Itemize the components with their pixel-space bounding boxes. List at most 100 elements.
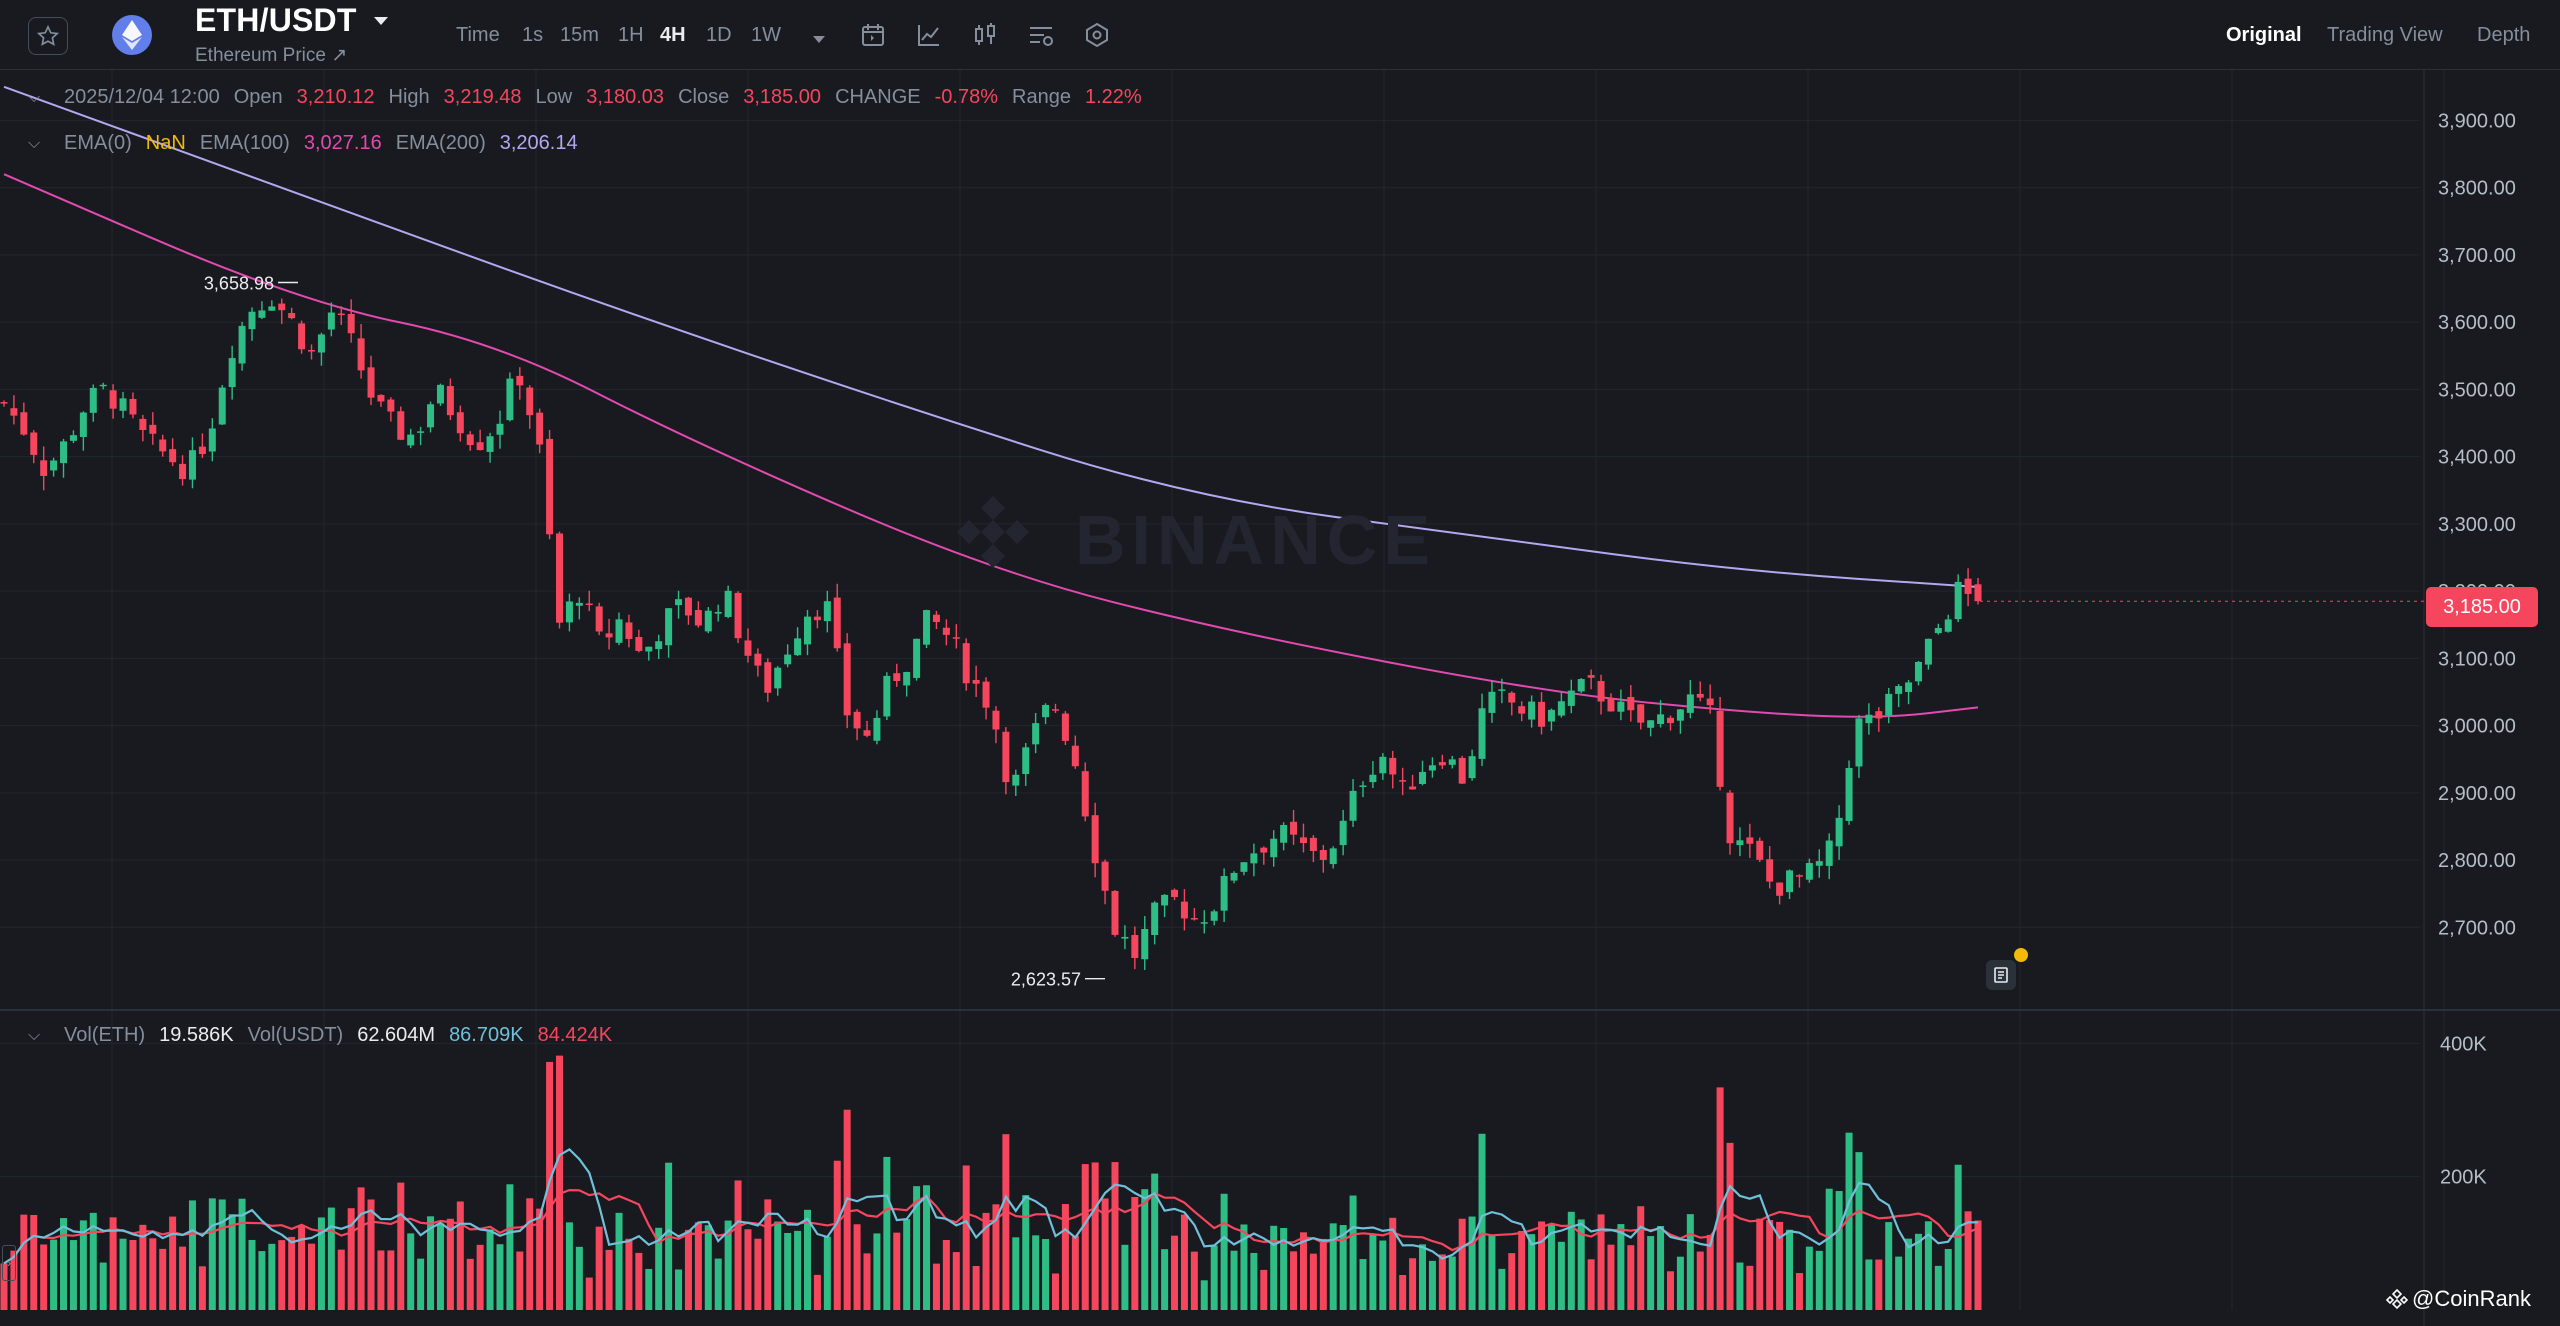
volume-bar bbox=[724, 1220, 732, 1310]
candle-icon[interactable] bbox=[970, 20, 1000, 50]
volume-bar bbox=[932, 1263, 940, 1310]
volume-bar bbox=[89, 1212, 97, 1310]
candle-body bbox=[1686, 694, 1694, 713]
tab-1h[interactable]: 1H bbox=[618, 24, 644, 46]
coinrank-brand: @CoinRank bbox=[2386, 1286, 2531, 1312]
candlestick-chart[interactable]: 2,700.00 2,800.00 2,900.00 3,000.00 3,100.00… bbox=[0, 70, 2560, 1326]
calendar-icon[interactable] bbox=[858, 20, 888, 50]
candle-body bbox=[1726, 792, 1734, 844]
candle-body bbox=[883, 675, 891, 717]
timeframe-dropdown-icon[interactable] bbox=[804, 24, 834, 54]
volume-bar bbox=[50, 1239, 58, 1310]
range-label: Range bbox=[1012, 86, 1071, 108]
volume-bar bbox=[823, 1236, 831, 1310]
vol-usdt-label: Vol(USDT) bbox=[247, 1024, 344, 1046]
chevron-down-icon[interactable]: ⌵ bbox=[28, 88, 41, 106]
chevron-down-icon[interactable]: ⌵ bbox=[28, 134, 41, 152]
candle-body bbox=[694, 610, 702, 626]
candle-body bbox=[1190, 918, 1198, 920]
candle-body bbox=[1379, 756, 1387, 774]
tab-1s[interactable]: 1s bbox=[522, 24, 544, 46]
candle-body bbox=[317, 334, 325, 353]
candle-body bbox=[1706, 698, 1714, 706]
candle-body bbox=[327, 312, 335, 330]
candle-body bbox=[1339, 820, 1347, 846]
candle-body bbox=[1547, 709, 1555, 722]
volume-bar bbox=[754, 1238, 762, 1310]
scroll-handle[interactable]: › bbox=[2, 1245, 16, 1281]
candle-body bbox=[1607, 698, 1615, 712]
candle-body bbox=[813, 616, 821, 621]
volume-bar bbox=[1666, 1271, 1674, 1310]
candle-body bbox=[1171, 889, 1179, 898]
tab-time[interactable]: Time bbox=[456, 24, 500, 46]
current-price-tag: 3,185.00 bbox=[2426, 587, 2538, 627]
candle-body bbox=[1131, 935, 1139, 958]
volume-bar bbox=[1349, 1195, 1357, 1310]
volume-bar bbox=[1786, 1229, 1794, 1310]
volume-bar bbox=[595, 1226, 603, 1310]
volume-bar bbox=[427, 1216, 435, 1310]
volume-bar bbox=[764, 1199, 772, 1310]
tab-depth[interactable]: Depth bbox=[2477, 24, 2531, 46]
tab-original[interactable]: Original bbox=[2226, 24, 2302, 46]
volume-bar bbox=[1468, 1216, 1476, 1310]
volume-bar bbox=[1855, 1152, 1863, 1310]
candle-body bbox=[1756, 840, 1764, 860]
volume-bar bbox=[1299, 1232, 1307, 1310]
pair-subtitle-link[interactable]: Ethereum Price ↗ bbox=[195, 45, 348, 66]
candle-body bbox=[1766, 859, 1774, 882]
candle-body bbox=[1845, 768, 1853, 821]
candle-body bbox=[1746, 837, 1754, 844]
candle-body bbox=[1240, 862, 1248, 872]
candle-body bbox=[913, 638, 921, 678]
candle-body bbox=[476, 442, 484, 451]
pair-title[interactable]: ETH/USDT bbox=[195, 2, 357, 38]
tab-4h[interactable]: 4H bbox=[660, 24, 686, 46]
chevron-down-icon[interactable]: ⌵ bbox=[28, 1026, 41, 1044]
settings-hex-icon[interactable] bbox=[1082, 20, 1112, 50]
candle-body bbox=[308, 349, 316, 352]
candle-body bbox=[516, 375, 524, 386]
volume-bar bbox=[1647, 1236, 1655, 1310]
volume-bar bbox=[1776, 1221, 1784, 1310]
candle-body bbox=[1458, 757, 1466, 784]
candle-body bbox=[823, 601, 831, 622]
candle-body bbox=[1557, 701, 1565, 716]
volume-ma-lines bbox=[3, 1148, 1979, 1265]
vol-eth-value: 19.586K bbox=[159, 1024, 234, 1046]
candle-body bbox=[1121, 936, 1129, 939]
candle-body bbox=[1825, 840, 1833, 866]
candle-body bbox=[218, 387, 226, 425]
candle-body bbox=[764, 662, 772, 693]
tab-1d[interactable]: 1D bbox=[706, 24, 732, 46]
volume-bar bbox=[992, 1204, 1000, 1310]
volume-bar bbox=[496, 1244, 504, 1310]
volume-bar bbox=[436, 1223, 444, 1310]
volume-bar bbox=[1706, 1234, 1714, 1310]
volume-bar bbox=[863, 1253, 871, 1310]
line-chart-icon[interactable] bbox=[914, 20, 944, 50]
ema200-label[interactable]: EMA(200) bbox=[395, 132, 486, 154]
volume-bar bbox=[1389, 1217, 1397, 1310]
indicator-icon[interactable] bbox=[1026, 20, 1056, 50]
ema0-label[interactable]: EMA(0) bbox=[64, 132, 132, 154]
favorite-star-button[interactable] bbox=[28, 17, 68, 55]
candle-body bbox=[873, 717, 881, 741]
volume-bar bbox=[1567, 1211, 1575, 1310]
volume-bar bbox=[794, 1230, 802, 1310]
tab-1w[interactable]: 1W bbox=[751, 24, 781, 46]
caret-down-icon[interactable] bbox=[372, 14, 390, 28]
tab-15m[interactable]: 15m bbox=[560, 24, 599, 46]
volume-bar bbox=[734, 1180, 742, 1310]
candle-body bbox=[1161, 894, 1169, 906]
candle-body bbox=[417, 431, 425, 433]
note-button[interactable] bbox=[1986, 960, 2016, 990]
candle-body bbox=[258, 310, 266, 318]
candle-body bbox=[238, 325, 246, 364]
candle-body bbox=[704, 610, 712, 632]
volume-bar bbox=[516, 1251, 524, 1310]
tab-trading-view[interactable]: Trading View bbox=[2327, 24, 2443, 46]
ema100-label[interactable]: EMA(100) bbox=[199, 132, 290, 154]
volume-bar bbox=[1607, 1244, 1615, 1310]
